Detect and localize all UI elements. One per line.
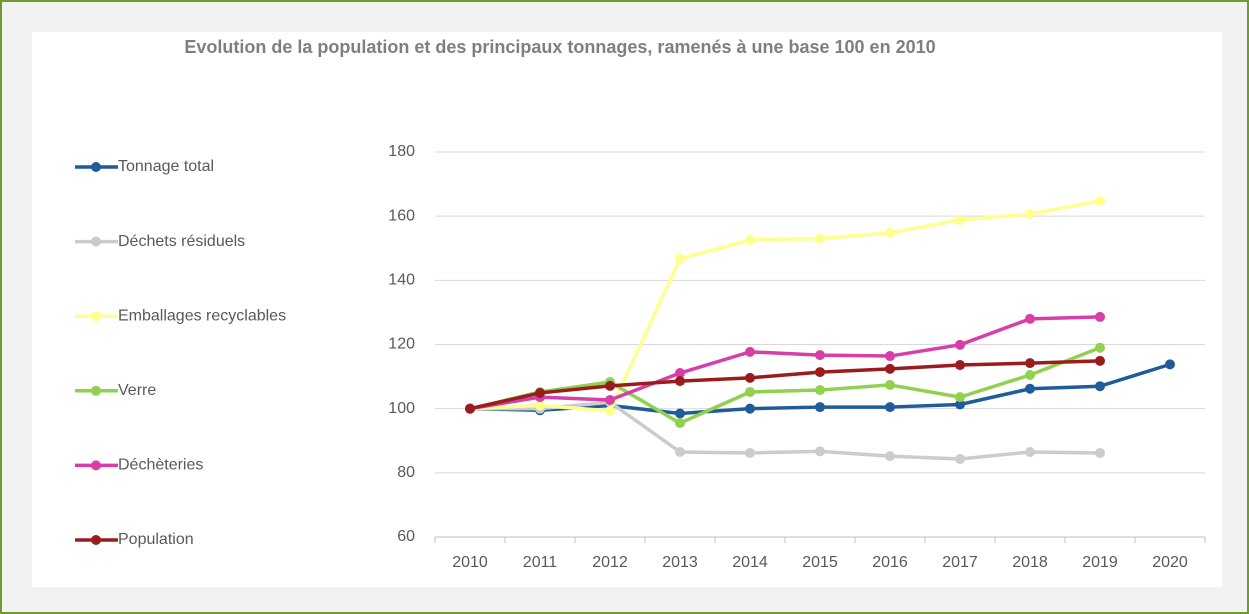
y-tick-label: 180: [388, 143, 415, 160]
data-point: [465, 403, 475, 414]
data-point: [535, 400, 545, 411]
data-point: [885, 451, 895, 462]
data-point: [955, 399, 965, 410]
data-point: [605, 405, 615, 416]
y-tick-label: 140: [388, 272, 415, 289]
x-tick-label: 2015: [802, 554, 838, 571]
x-tick-label: 2012: [592, 554, 628, 571]
chart-panel: [32, 32, 1222, 587]
series-line: [470, 400, 1101, 461]
data-point: [1095, 342, 1105, 353]
data-point: [955, 215, 965, 226]
legend-marker: [91, 460, 101, 471]
data-point: [675, 446, 685, 457]
data-point: [675, 376, 685, 387]
x-tick-label: 2011: [523, 554, 558, 571]
data-point: [745, 386, 755, 397]
x-tick-label: 2013: [662, 554, 698, 571]
data-point: [1025, 358, 1035, 369]
data-point: [885, 363, 895, 374]
data-point: [885, 227, 895, 238]
data-point: [675, 368, 685, 379]
data-point: [1095, 196, 1105, 207]
data-point: [1165, 359, 1175, 370]
legend-label: Déchets résiduels: [118, 233, 245, 250]
data-point: [1025, 446, 1035, 457]
legend-marker: [91, 535, 101, 545]
legend-label: Emballages recyclables: [118, 307, 286, 324]
data-point: [885, 402, 895, 413]
legend-marker: [91, 385, 101, 396]
data-point: [815, 367, 825, 378]
data-point: [1095, 381, 1105, 392]
data-point: [1025, 208, 1035, 219]
series-line: [469, 315, 1101, 411]
legend-label: Déchèteries: [118, 457, 203, 474]
data-point: [675, 253, 685, 264]
data-point: [605, 380, 615, 391]
y-tick-label: 100: [388, 400, 415, 417]
x-tick-label: 2017: [942, 554, 978, 571]
data-point: [535, 387, 545, 398]
data-point: [745, 372, 755, 383]
data-point: [1095, 355, 1105, 366]
data-point: [885, 379, 895, 390]
legend-label: Verre: [118, 382, 156, 399]
x-tick-label: 2020: [1152, 554, 1188, 571]
y-tick-label: 160: [388, 207, 415, 224]
y-tick-label: 80: [397, 464, 415, 481]
data-point: [1025, 369, 1035, 380]
data-point: [815, 233, 825, 244]
data-point: [1025, 383, 1035, 394]
data-point: [745, 447, 755, 458]
series-line: [469, 346, 1101, 425]
legend-label: Tonnage total: [118, 158, 214, 175]
data-point: [955, 454, 965, 465]
data-point: [885, 351, 895, 362]
chart-title: Evolution de la population et des princi…: [184, 37, 936, 57]
data-point: [745, 403, 755, 414]
legend-marker: [91, 162, 101, 172]
x-tick-label: 2010: [452, 554, 488, 571]
y-tick-label: 60: [397, 528, 415, 545]
x-tick-label: 2019: [1082, 554, 1118, 571]
data-point: [605, 395, 615, 406]
data-point: [955, 339, 965, 350]
data-point: [815, 402, 825, 413]
data-point: [1025, 313, 1035, 324]
x-tick-label: 2014: [732, 554, 768, 571]
data-point: [1095, 447, 1105, 458]
data-point: [675, 408, 685, 419]
y-tick-label: 120: [388, 336, 415, 353]
x-tick-label: 2016: [872, 554, 908, 571]
legend-marker: [91, 311, 101, 322]
legend-marker: [91, 236, 101, 247]
data-point: [815, 446, 825, 457]
data-point: [675, 418, 685, 429]
data-point: [815, 385, 825, 396]
legend-label: Population: [118, 531, 194, 548]
data-point: [815, 350, 825, 361]
series-line: [469, 199, 1101, 413]
data-point: [745, 346, 755, 357]
data-point: [955, 392, 965, 403]
data-point: [1095, 311, 1105, 322]
x-tick-label: 2018: [1012, 554, 1048, 571]
data-point: [955, 360, 965, 371]
data-point: [745, 234, 755, 245]
series-line: [469, 359, 1101, 411]
